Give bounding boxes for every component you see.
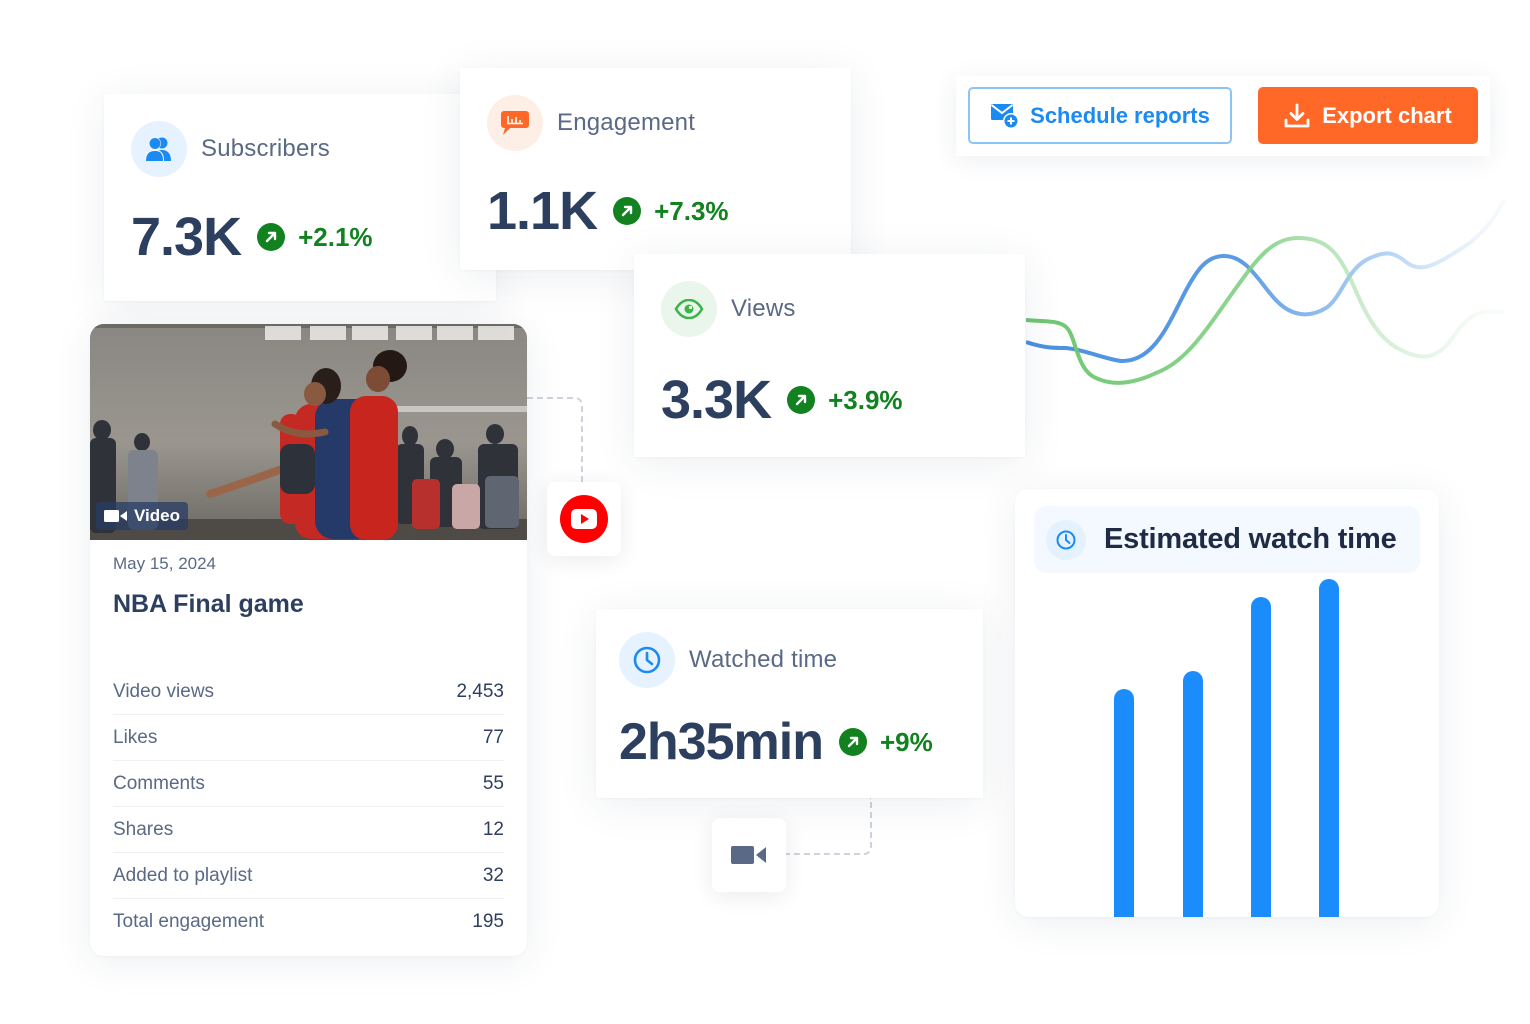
- metric-label: Shares: [113, 818, 174, 840]
- metric-value: 55: [482, 772, 504, 794]
- video-card[interactable]: Video May 15, 2024 NBA Final game Video …: [90, 324, 527, 956]
- users-icon: [131, 121, 187, 177]
- video-title: NBA Final game: [113, 590, 304, 618]
- estimated-watch-time-card: Estimated watch time: [1015, 489, 1439, 917]
- video-camera-icon: [731, 846, 766, 864]
- metric-label: Added to playlist: [113, 864, 253, 886]
- export-chart-button[interactable]: Export chart: [1258, 87, 1478, 144]
- stat-value: 2h35min: [619, 713, 824, 771]
- video-camera-icon: [104, 510, 127, 522]
- metric-value: 2,453: [456, 680, 504, 702]
- stat-label: Views: [731, 295, 796, 322]
- chart-bar[interactable]: [1183, 671, 1203, 917]
- connector-line: [786, 797, 872, 855]
- video-platform-tile[interactable]: [712, 818, 786, 892]
- blue-trend-line: [1026, 199, 1506, 364]
- video-badge-label: Video: [134, 506, 180, 525]
- video-type-badge: Video: [96, 502, 188, 530]
- chart-bar[interactable]: [1319, 579, 1339, 917]
- metric-row: Total engagement 195: [113, 899, 504, 945]
- youtube-platform-tile[interactable]: [547, 482, 621, 556]
- watch-time-bar-chart: [1015, 489, 1439, 917]
- chart-bar[interactable]: [1251, 597, 1271, 917]
- trend-up-icon: [838, 728, 867, 756]
- metric-value: 77: [482, 726, 504, 748]
- stat-value: 7.3K: [131, 207, 242, 267]
- subscribers-card: Subscribers 7.3K +2.1%: [104, 94, 496, 301]
- schedule-reports-button[interactable]: Schedule reports: [968, 87, 1232, 144]
- views-card: Views 3.3K +3.9%: [634, 254, 1025, 457]
- engagement-card: Engagement 1.1K +7.3%: [460, 68, 851, 270]
- youtube-icon: [560, 495, 608, 543]
- estimated-watch-time-title: Estimated watch time: [1104, 523, 1397, 555]
- stat-label: Engagement: [557, 109, 696, 136]
- metric-row: Video views 2,453: [113, 669, 504, 715]
- watched-time-card: Watched time 2h35min +9%: [596, 609, 983, 798]
- estimated-watch-time-header: Estimated watch time: [1034, 506, 1420, 573]
- trend-percent: +7.3%: [654, 195, 729, 226]
- stat-value: 3.3K: [661, 370, 772, 430]
- video-date: May 15, 2024: [113, 554, 217, 573]
- video-thumbnail[interactable]: Video: [90, 324, 527, 540]
- video-metrics-list: Video views 2,453 Likes 77 Comments 55 S…: [113, 669, 504, 945]
- metric-row: Shares 12: [113, 807, 504, 853]
- clock-icon: [1046, 519, 1086, 560]
- stat-label: Watched time: [689, 646, 838, 673]
- metric-row: Added to playlist 32: [113, 853, 504, 899]
- trend-percent: +3.9%: [828, 384, 903, 415]
- trend-percent: +2.1%: [298, 221, 373, 252]
- stat-value: 1.1K: [487, 181, 598, 241]
- metric-value: 32: [482, 864, 504, 886]
- trend-up-icon: [787, 386, 816, 414]
- metric-value: 12: [482, 818, 504, 840]
- download-icon: [1284, 103, 1310, 127]
- stat-label: Subscribers: [201, 135, 330, 162]
- metric-row: Likes 77: [113, 715, 504, 761]
- trend-up-icon: [257, 223, 286, 251]
- trend-lines-chart: [1026, 199, 1506, 385]
- metric-label: Comments: [113, 772, 205, 794]
- schedule-reports-label: Schedule reports: [1030, 102, 1210, 128]
- metric-value: 195: [472, 911, 504, 932]
- metric-label: Likes: [113, 726, 158, 748]
- trend-up-icon: [613, 197, 642, 225]
- mail-plus-icon: [991, 103, 1020, 129]
- metric-row: Comments 55: [113, 761, 504, 807]
- connector-line: [527, 397, 583, 485]
- chat-chart-icon: [487, 95, 543, 151]
- chart-bar[interactable]: [1114, 689, 1134, 917]
- clock-icon: [619, 632, 675, 688]
- report-toolbar: Schedule reports Export chart: [956, 76, 1490, 156]
- export-chart-label: Export chart: [1322, 102, 1452, 128]
- metric-label: Total engagement: [113, 911, 265, 932]
- green-trend-line: [1026, 235, 1505, 385]
- eye-icon: [661, 281, 717, 337]
- metric-label: Video views: [113, 680, 215, 702]
- trend-percent: +9%: [879, 726, 933, 757]
